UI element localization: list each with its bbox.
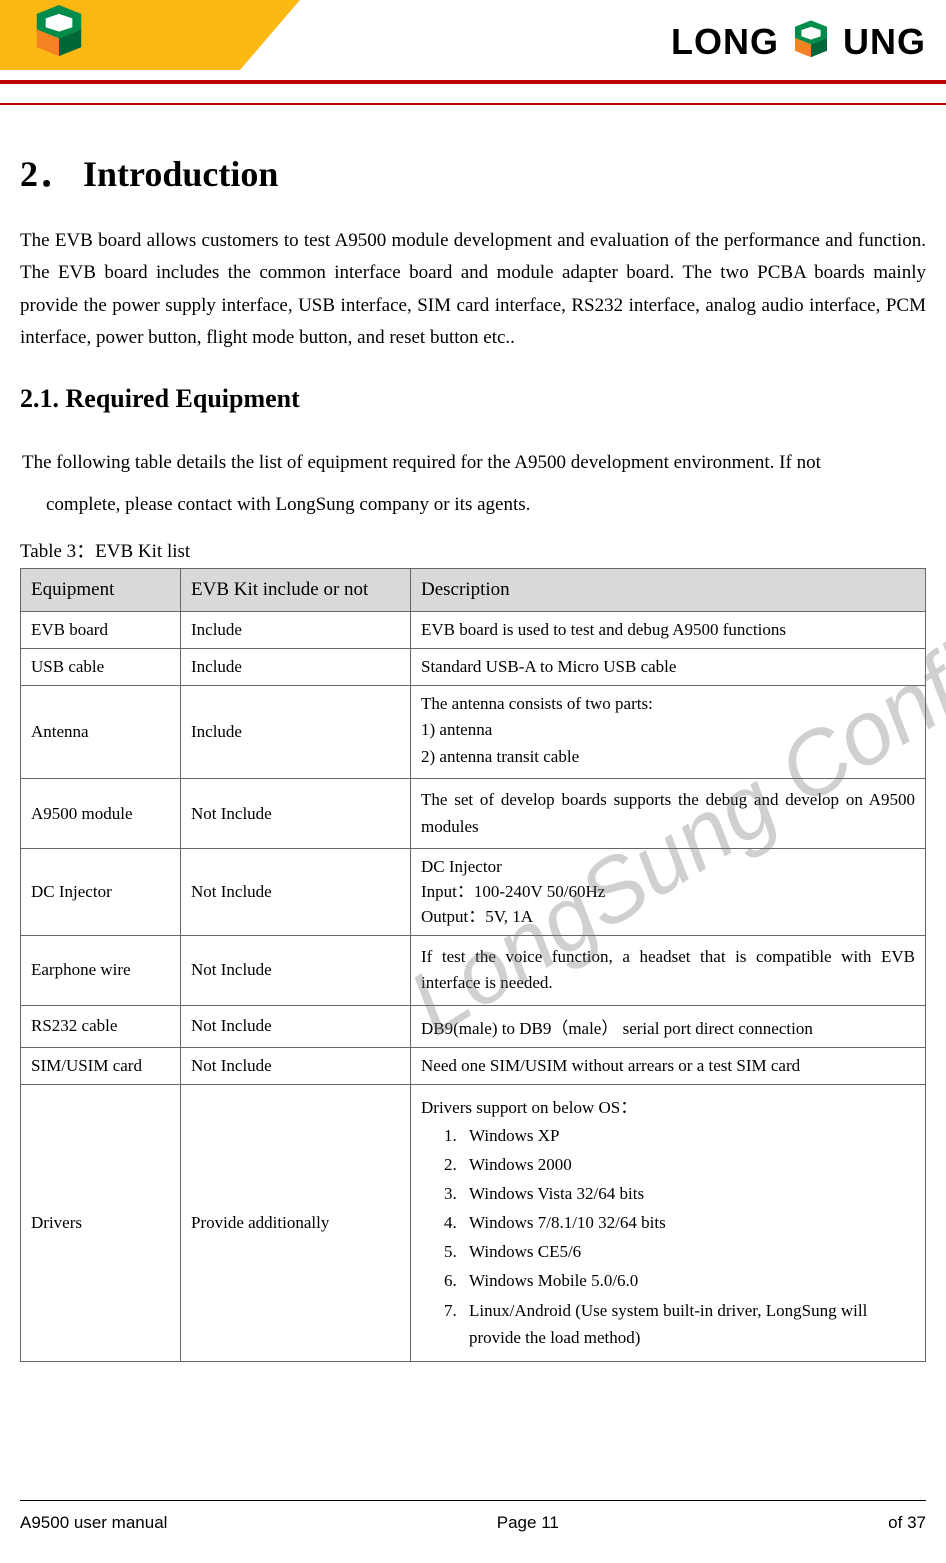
lead-paragraph: The following table details the list of … [20, 442, 926, 526]
table-row: SIM/USIM cardNot IncludeNeed one SIM/USI… [21, 1047, 926, 1084]
cell-include: Include [181, 685, 411, 778]
header-red-stripe [0, 80, 946, 84]
th-equipment: Equipment [21, 568, 181, 611]
table-row: AntennaIncludeThe antenna consists of tw… [21, 685, 926, 778]
heading-introduction: 2． Introduction [20, 145, 926, 197]
page-footer: A9500 user manual Page 11 of 37 [20, 1500, 926, 1533]
cell-equipment: Earphone wire [21, 935, 181, 1005]
th-include: EVB Kit include or not [181, 568, 411, 611]
cell-description: The antenna consists of two parts:1) ant… [411, 685, 926, 778]
cell-include: Not Include [181, 1047, 411, 1084]
table-caption: Table 3：EVB Kit list [20, 536, 926, 563]
logo-icon-right [787, 20, 835, 64]
cell-equipment: USB cable [21, 648, 181, 685]
brand-text-left: LONG [671, 21, 779, 63]
evb-kit-table: Equipment EVB Kit include or not Descrip… [20, 568, 926, 1362]
cell-equipment: DC Injector [21, 848, 181, 935]
table-row: EVB boardIncludeEVB board is used to tes… [21, 611, 926, 648]
cell-include: Not Include [181, 1005, 411, 1047]
cell-include: Not Include [181, 935, 411, 1005]
table-row: DC InjectorNot IncludeDC InjectorInput：1… [21, 848, 926, 935]
logo-icon-left [25, 5, 93, 70]
page-content: 2． Introduction The EVB board allows cus… [0, 105, 946, 1362]
cell-description: Need one SIM/USIM without arrears or a t… [411, 1047, 926, 1084]
footer-center: Page 11 [497, 1513, 559, 1533]
cell-equipment: Antenna [21, 685, 181, 778]
intro-paragraph: The EVB board allows customers to test A… [20, 225, 926, 354]
table-row: A9500 moduleNot IncludeThe set of develo… [21, 779, 926, 849]
cell-description: Drivers support on below OS：Windows XPWi… [411, 1084, 926, 1362]
page-header: LONG UNG [0, 0, 946, 105]
cell-equipment: SIM/USIM card [21, 1047, 181, 1084]
cell-equipment: A9500 module [21, 779, 181, 849]
table-row: RS232 cableNot IncludeDB9(male) to DB9（m… [21, 1005, 926, 1047]
cell-include: Not Include [181, 848, 411, 935]
table-row: Earphone wireNot IncludeIf test the voic… [21, 935, 926, 1005]
cell-description: Standard USB-A to Micro USB cable [411, 648, 926, 685]
footer-right: of 37 [888, 1513, 926, 1533]
cell-description: The set of develop boards supports the d… [411, 779, 926, 849]
cell-include: Provide additionally [181, 1084, 411, 1362]
cell-include: Include [181, 648, 411, 685]
cell-description: EVB board is used to test and debug A950… [411, 611, 926, 648]
brand-logo-right: LONG UNG [671, 20, 926, 64]
cell-description: DC InjectorInput：100-240V 50/60HzOutput：… [411, 848, 926, 935]
heading-required-equipment: 2.1. Required Equipment [20, 384, 926, 414]
lead-line-1: The following table details the list of … [22, 452, 821, 473]
cell-equipment: Drivers [21, 1084, 181, 1362]
table-header-row: Equipment EVB Kit include or not Descrip… [21, 568, 926, 611]
brand-text-right: UNG [843, 21, 926, 63]
cell-equipment: EVB board [21, 611, 181, 648]
lead-line-2: complete, please contact with LongSung c… [22, 484, 926, 526]
cell-include: Not Include [181, 779, 411, 849]
cell-description: If test the voice function, a headset th… [411, 935, 926, 1005]
cell-include: Include [181, 611, 411, 648]
cell-description: DB9(male) to DB9（male） serial port direc… [411, 1005, 926, 1047]
footer-left: A9500 user manual [20, 1513, 167, 1533]
table-row: DriversProvide additionallyDrivers suppo… [21, 1084, 926, 1362]
cell-equipment: RS232 cable [21, 1005, 181, 1047]
table-row: USB cableIncludeStandard USB-A to Micro … [21, 648, 926, 685]
th-description: Description [411, 568, 926, 611]
